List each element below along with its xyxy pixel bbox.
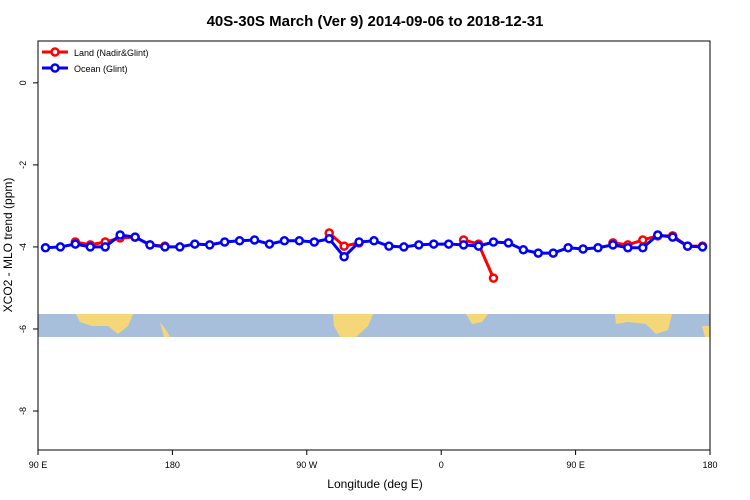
data-point bbox=[697, 242, 708, 252]
data-point bbox=[219, 237, 230, 247]
x-tick-label: 180 bbox=[702, 460, 717, 470]
data-point bbox=[399, 242, 409, 252]
data-point bbox=[309, 237, 320, 247]
data-point bbox=[85, 242, 96, 252]
y-axis-label: XCO2 - MLO trend (ppm) bbox=[1, 178, 15, 313]
y-tick-label: -8 bbox=[18, 407, 28, 415]
data-point bbox=[638, 235, 648, 245]
data-point bbox=[204, 240, 215, 250]
data-point bbox=[608, 240, 618, 250]
data-point bbox=[40, 243, 51, 253]
data-point bbox=[115, 230, 125, 240]
data-point bbox=[548, 248, 558, 258]
data-point bbox=[384, 241, 394, 251]
data-point bbox=[458, 240, 469, 250]
data-point bbox=[339, 252, 349, 262]
data-point bbox=[100, 242, 110, 252]
data-point bbox=[190, 239, 200, 249]
data-point bbox=[130, 232, 140, 242]
data-point bbox=[160, 242, 170, 252]
data-point bbox=[578, 244, 588, 254]
data-point bbox=[234, 236, 245, 246]
data-point bbox=[638, 243, 648, 253]
data-point bbox=[533, 248, 544, 258]
legend-label: Ocean (Glint) bbox=[74, 64, 128, 74]
map-strip bbox=[38, 314, 710, 337]
data-point bbox=[518, 245, 529, 255]
y-tick-label: -4 bbox=[18, 243, 28, 251]
data-point bbox=[279, 236, 290, 246]
data-point bbox=[264, 239, 275, 249]
data-point bbox=[623, 243, 633, 253]
y-tick-label: 0 bbox=[18, 80, 28, 85]
data-point bbox=[682, 241, 693, 251]
data-point bbox=[249, 235, 260, 245]
legend-marker bbox=[50, 63, 60, 73]
data-point bbox=[488, 237, 499, 247]
x-tick-label: 180 bbox=[165, 460, 180, 470]
data-point bbox=[145, 240, 155, 250]
data-point bbox=[294, 236, 305, 246]
chart-title: 40S-30S March (Ver 9) 2014-09-06 to 2018… bbox=[207, 13, 544, 30]
data-point bbox=[339, 241, 349, 251]
data-point bbox=[593, 243, 603, 253]
data-point bbox=[414, 240, 424, 250]
data-point bbox=[354, 237, 364, 247]
data-point bbox=[652, 230, 663, 240]
legend-marker bbox=[50, 47, 60, 57]
x-tick-label: 0 bbox=[439, 460, 444, 470]
plot-frame bbox=[37, 40, 711, 451]
data-point bbox=[443, 239, 454, 249]
data-point bbox=[563, 243, 573, 253]
data-point bbox=[55, 242, 66, 252]
x-tick-label: 90 W bbox=[296, 460, 318, 470]
data-point bbox=[473, 241, 484, 251]
data-point bbox=[488, 273, 499, 283]
x-tick-label: 90 E bbox=[29, 460, 48, 470]
data-point bbox=[70, 239, 81, 249]
data-point bbox=[667, 232, 678, 242]
x-tick-label: 90 E bbox=[566, 460, 585, 470]
data-point bbox=[503, 238, 514, 248]
y-tick-label: -6 bbox=[18, 325, 28, 333]
data-point bbox=[428, 239, 439, 249]
data-point bbox=[369, 236, 379, 246]
x-axis-label: Longitude (deg E) bbox=[327, 477, 422, 491]
data-point bbox=[324, 233, 334, 244]
data-point bbox=[175, 242, 185, 252]
y-tick-label: -2 bbox=[18, 161, 28, 169]
legend-label: Land (Nadir&Glint) bbox=[74, 48, 149, 58]
